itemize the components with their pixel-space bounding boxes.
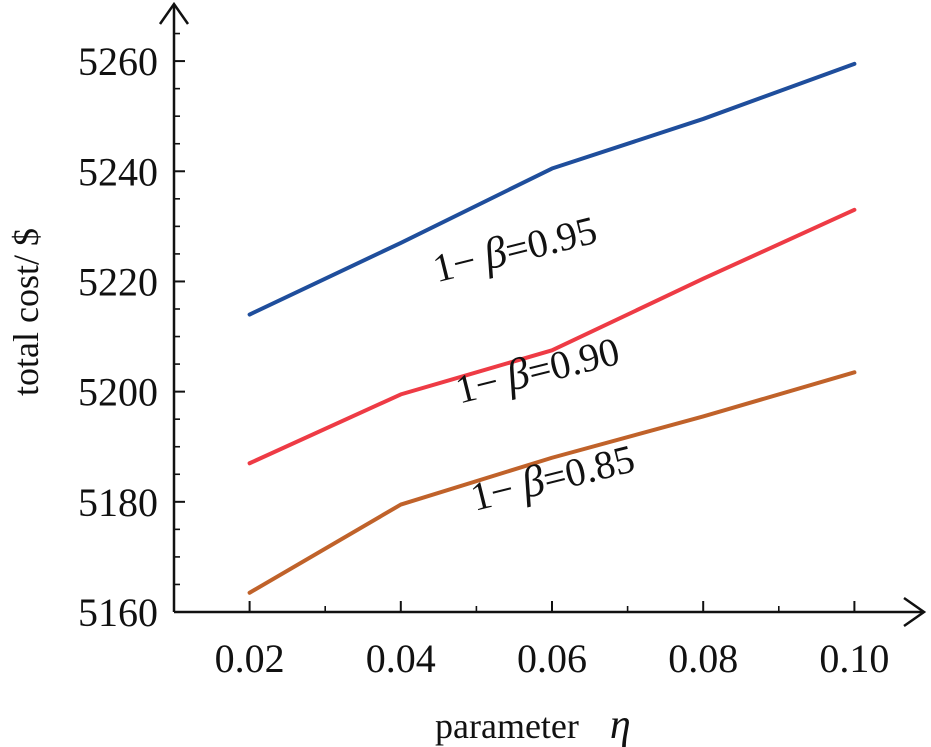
series-label: 1− β=0.85: [465, 433, 639, 521]
axes: [158, 1, 927, 628]
x-axis-label-symbol: η: [610, 702, 631, 747]
series-line: [247, 370, 857, 595]
series-labels: 1− β=0.95 1− β=0.90 1− β=0.85: [428, 204, 639, 521]
x-tick-label: 0.10: [819, 636, 889, 681]
y-axis-label: total cost/ $: [6, 228, 46, 396]
y-axis-arrow: [158, 1, 190, 25]
series-label: 1− β=0.90: [450, 325, 624, 413]
y-tick-label: 5240: [78, 149, 158, 194]
series-line: [247, 61, 857, 317]
x-axis-arrow: [903, 596, 927, 628]
x-tick-label: 0.04: [366, 636, 436, 681]
y-tick-label: 5180: [78, 480, 158, 525]
x-tick-label: 0.08: [668, 636, 738, 681]
x-tick-label: 0.02: [215, 636, 285, 681]
x-tick-label: 0.06: [517, 636, 587, 681]
y-tick-label: 5220: [78, 259, 158, 304]
series-label-value: =0.95: [501, 207, 602, 273]
x-axis-label: parameter η: [435, 702, 631, 747]
series-line: [247, 207, 857, 466]
series-lines: [247, 61, 857, 595]
x-axis-label-text: parameter: [435, 706, 579, 746]
y-tick-label: 5160: [78, 590, 158, 635]
series-label: 1− β=0.95: [428, 204, 602, 292]
y-tick-label: 5200: [78, 370, 158, 415]
series-label-value: =0.85: [538, 436, 639, 502]
ticks: [174, 32, 856, 613]
series-label-value: =0.90: [523, 328, 624, 394]
y-tick-label: 5260: [78, 39, 158, 84]
tick-labels: 5160 5180 5200 5220 5240 5260 0.02 0.04 0.06 0.08…: [78, 39, 889, 681]
